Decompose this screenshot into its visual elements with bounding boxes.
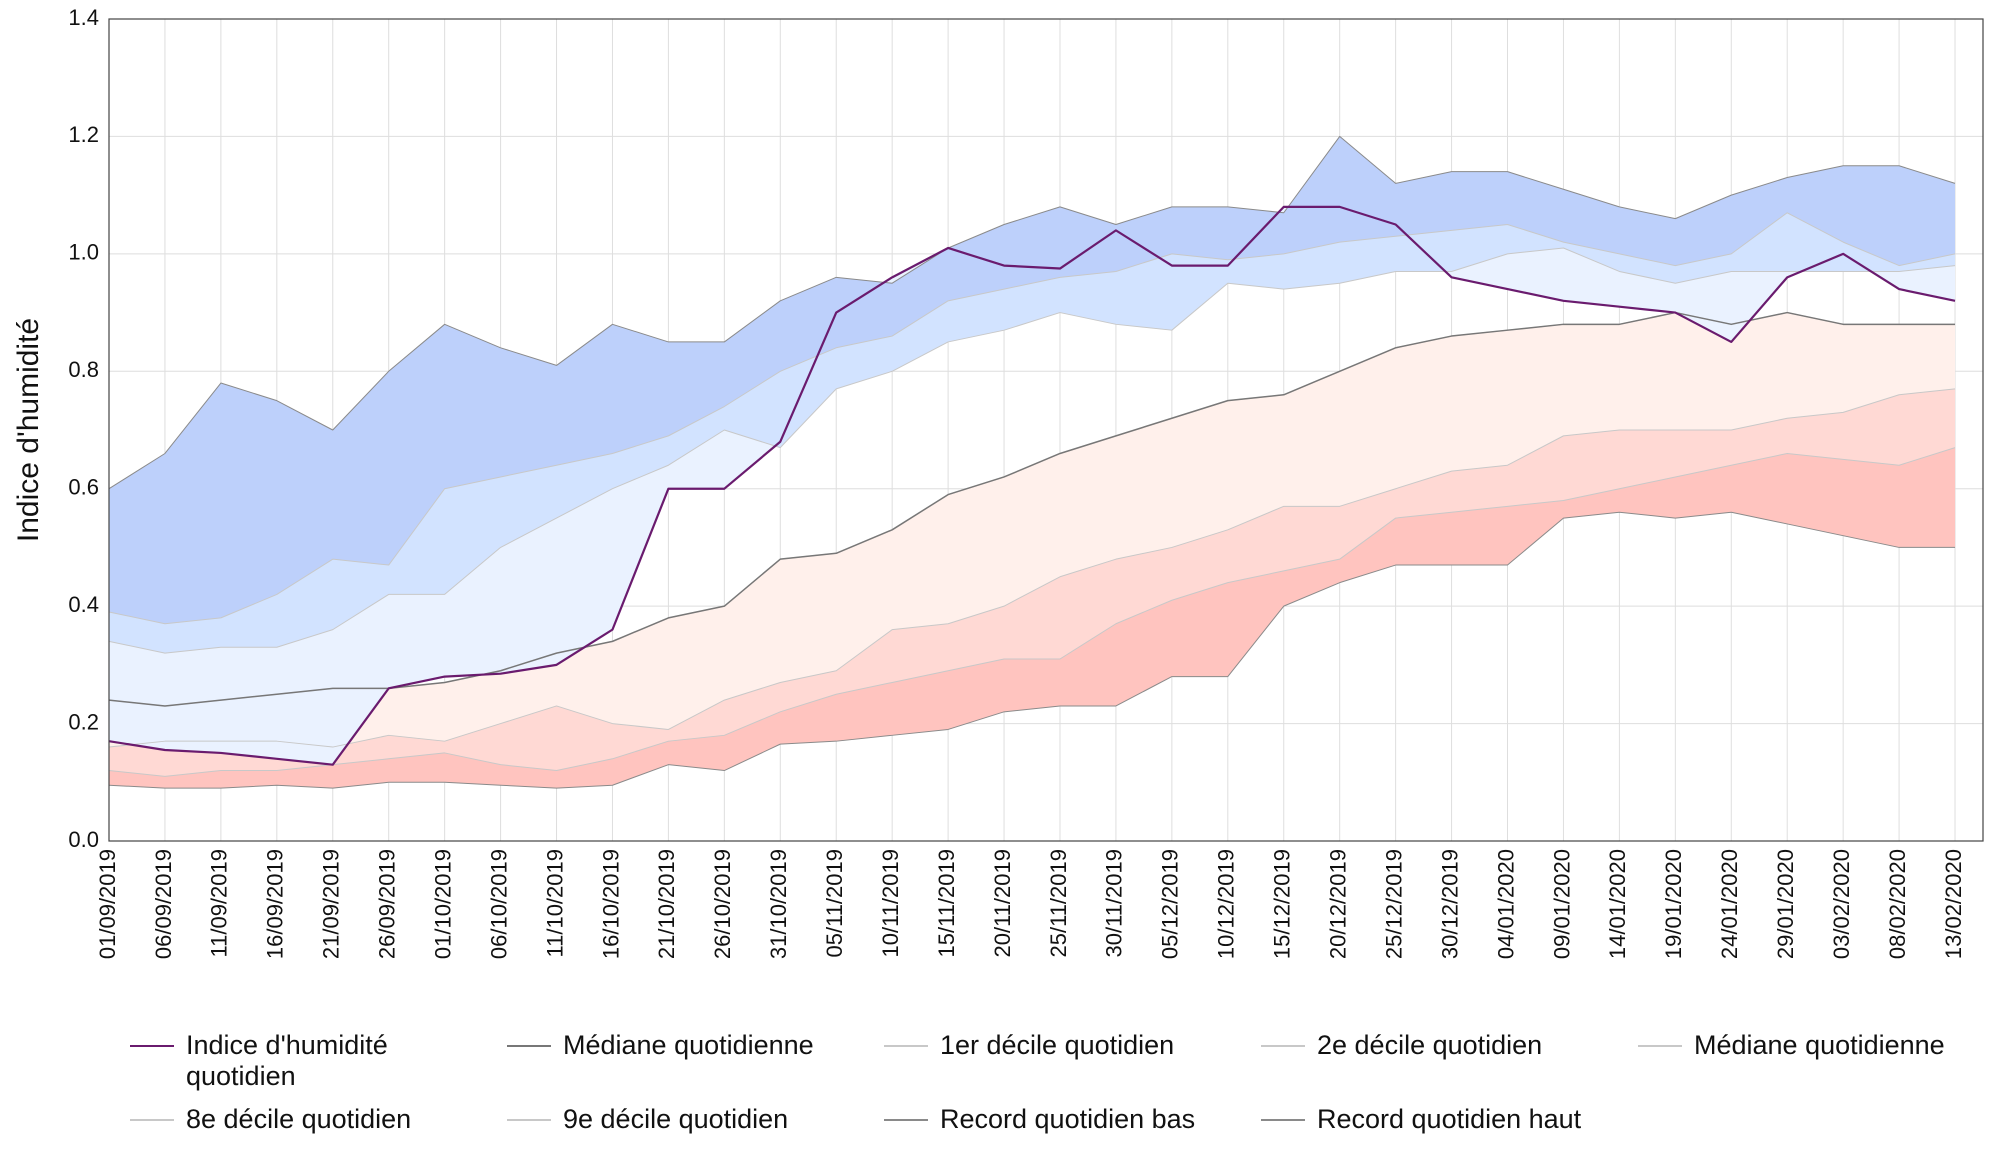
x-tick-label: 04/01/2020: [1493, 849, 1518, 959]
x-tick-label: 30/12/2019: [1437, 849, 1462, 959]
x-tick-label: 26/09/2019: [375, 849, 400, 959]
x-tick-label: 25/11/2019: [1046, 849, 1071, 957]
x-tick-label: 11/10/2019: [542, 849, 567, 957]
legend-item: 2e décile quotidien: [1261, 1030, 1638, 1092]
series-line: [108, 311, 1956, 707]
series-line: [108, 205, 1956, 766]
legend-swatch: [507, 1119, 551, 1121]
legend-swatch: [884, 1045, 928, 1047]
legend-label: 2e décile quotidien: [1317, 1030, 1543, 1060]
x-tick-label: 06/10/2019: [486, 849, 511, 959]
legend-swatch: [1261, 1045, 1305, 1047]
x-tick-label: 03/02/2020: [1829, 849, 1854, 959]
y-tick-label: 0.6: [68, 475, 99, 500]
series-line: [108, 388, 1956, 748]
x-tick-label: 10/12/2019: [1214, 849, 1239, 959]
x-tick-label: 11/09/2019: [207, 849, 232, 957]
band-area: [109, 312, 1956, 748]
x-tick-label: 16/09/2019: [263, 849, 288, 959]
x-tick-label: 21/09/2019: [319, 849, 344, 959]
y-tick-label: 0.0: [68, 827, 99, 852]
legend-item: 8e décile quotidien: [130, 1104, 507, 1135]
x-tick-label: 15/11/2019: [934, 849, 959, 957]
x-tick-label: 06/09/2019: [151, 849, 176, 959]
y-tick-label: 1.2: [68, 122, 99, 147]
legend-swatch: [884, 1119, 928, 1121]
legend-item: Médiane quotidienne: [507, 1030, 884, 1092]
legend-swatch: [507, 1045, 551, 1047]
y-tick-label: 0.4: [68, 592, 99, 617]
bands: [109, 136, 1956, 789]
x-tick-label: 05/12/2019: [1158, 849, 1183, 959]
legend-item: 9e décile quotidien: [507, 1104, 884, 1135]
legend-item: Médiane quotidienne: [1638, 1030, 1989, 1092]
legend-label: 1er décile quotidien: [940, 1030, 1175, 1060]
x-tick-label: 24/01/2020: [1717, 849, 1742, 959]
legend-label: Médiane quotidienne: [563, 1030, 814, 1060]
legend-label: Record quotidien bas: [940, 1104, 1196, 1134]
legend-label: Indice d'humidité quotidien: [186, 1030, 388, 1091]
legend-item: 1er décile quotidien: [884, 1030, 1261, 1092]
legend-label: Record quotidien haut: [1317, 1104, 1582, 1134]
legend: Indice d'humidité quotidien Médiane quoti…: [130, 1030, 1980, 1135]
x-tick-label: 01/09/2019: [95, 849, 120, 959]
legend-item: Record quotidien bas: [884, 1104, 1261, 1135]
series-line: [108, 135, 1956, 490]
series-line: [108, 511, 1956, 789]
x-tick-label: 09/01/2020: [1549, 849, 1574, 959]
x-tick-label: 30/11/2019: [1102, 849, 1127, 957]
y-tick-label: 1.4: [68, 5, 99, 30]
legend-item: Record quotidien haut: [1261, 1104, 1638, 1135]
x-tick-label: 20/12/2019: [1325, 849, 1350, 959]
legend-swatch: [130, 1045, 174, 1047]
y-tick-label: 1.0: [68, 240, 99, 265]
x-tick-label: 10/11/2019: [878, 849, 903, 957]
y-tick-label: 0.2: [68, 709, 99, 734]
y-axis-label: Indice d'humidité: [12, 318, 45, 542]
legend-item: Indice d'humidité quotidien: [130, 1030, 507, 1092]
x-tick-label: 29/01/2020: [1773, 849, 1798, 959]
legend-swatch: [1261, 1119, 1305, 1121]
legend-label: 9e décile quotidien: [563, 1104, 789, 1134]
x-tick-label: 15/12/2019: [1270, 849, 1295, 959]
plot-frame: [108, 18, 1984, 842]
x-tick-label: 05/11/2019: [822, 849, 847, 957]
legend-label: Médiane quotidienne: [1694, 1030, 1945, 1060]
x-tick-label: 13/02/2020: [1941, 849, 1966, 959]
x-tick-label: 19/01/2020: [1661, 849, 1686, 959]
x-tick-label: 21/10/2019: [654, 849, 679, 959]
band-area: [109, 212, 1956, 654]
x-tick-label: 31/10/2019: [766, 849, 791, 959]
series-line: [108, 447, 1956, 777]
series-line: [108, 212, 1956, 625]
x-tick-label: 25/12/2019: [1381, 849, 1406, 959]
x-tick-label: 14/01/2020: [1605, 849, 1630, 959]
band-area: [109, 206, 1956, 765]
legend-swatch: [130, 1119, 174, 1121]
x-tick-label: 08/02/2020: [1885, 849, 1910, 959]
band-area: [109, 447, 1956, 789]
x-tick-label: 01/10/2019: [430, 849, 455, 959]
y-tick-label: 0.8: [68, 357, 99, 382]
x-tick-label: 26/10/2019: [710, 849, 735, 959]
series-line: [108, 247, 1956, 654]
band-area: [109, 388, 1956, 777]
x-tick-label: 20/11/2019: [990, 849, 1015, 957]
legend-swatch: [1638, 1045, 1682, 1047]
chart: Indice d'humidité 01/09/2019 06/09/2019 11…: [12, 5, 1984, 959]
x-tick-label: 16/10/2019: [598, 849, 623, 959]
legend-label: 8e décile quotidien: [186, 1104, 412, 1134]
band-area: [109, 136, 1956, 624]
